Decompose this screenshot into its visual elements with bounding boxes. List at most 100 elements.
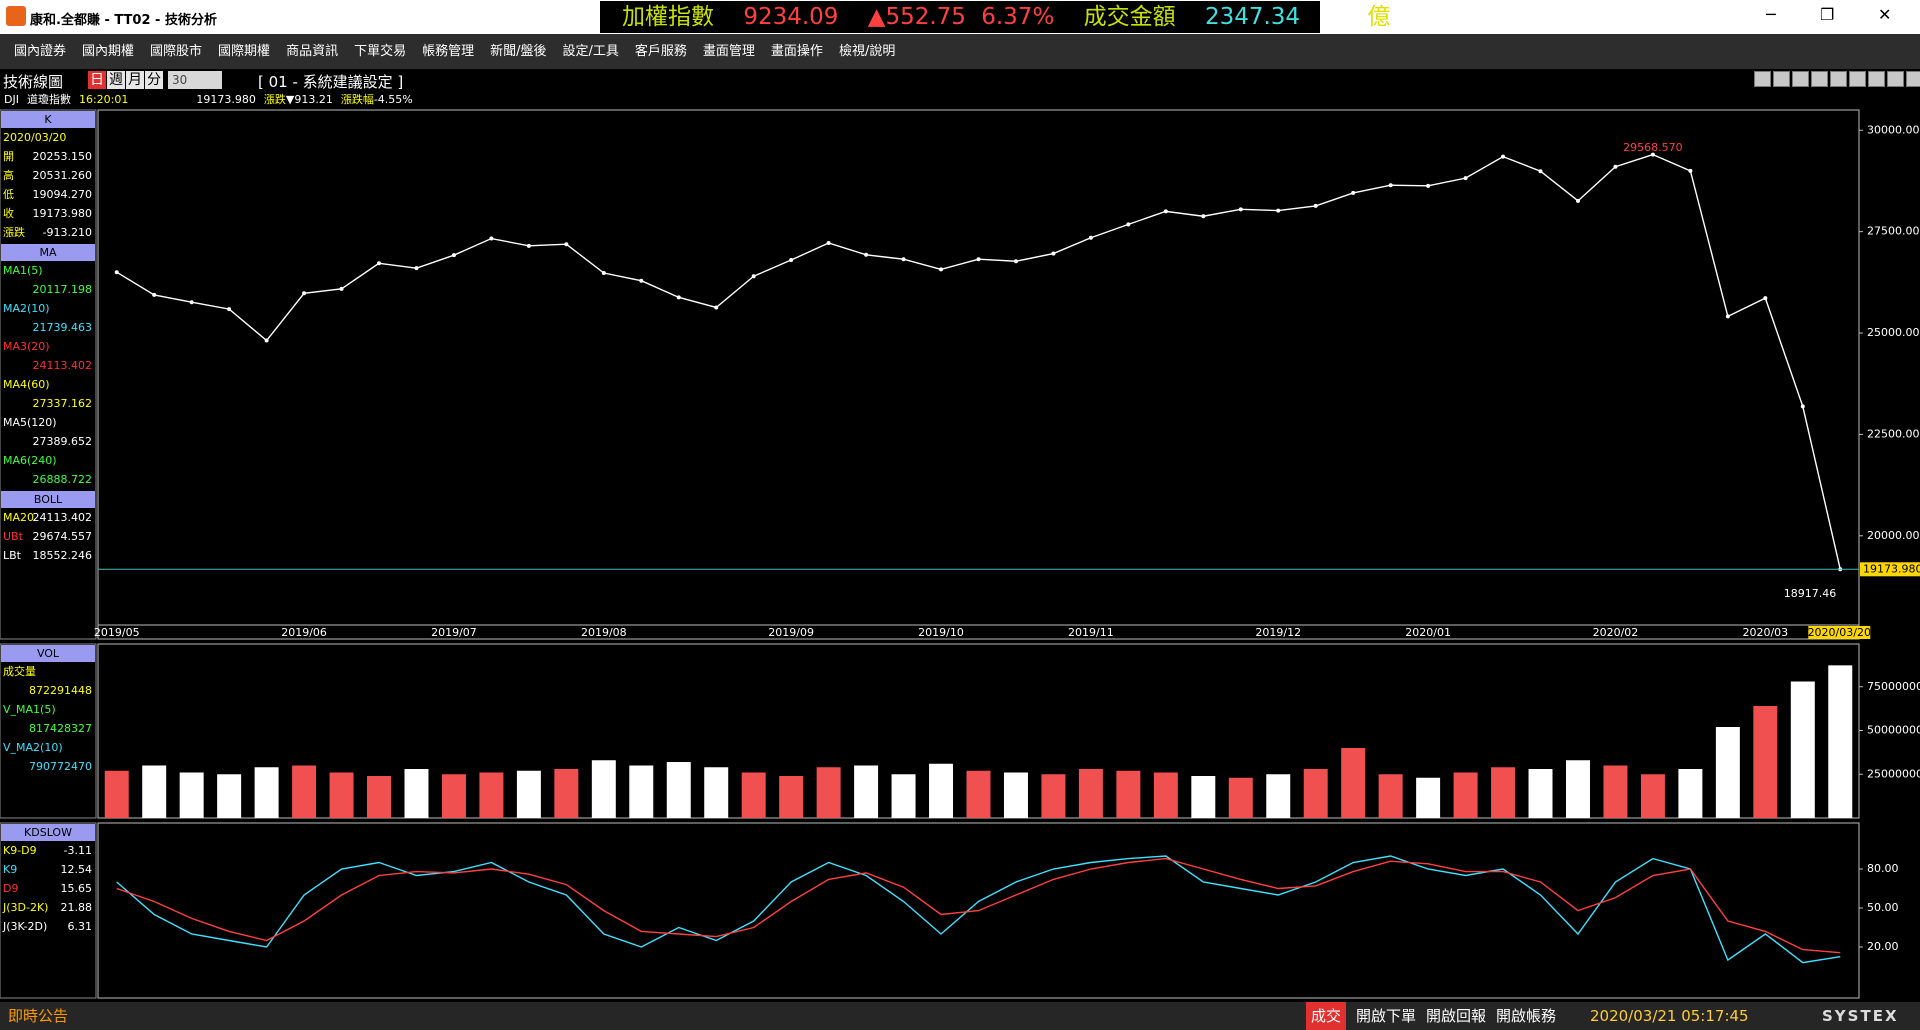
volume-bar <box>554 769 579 818</box>
price-point <box>1501 154 1506 159</box>
toolbar: 技術線圖 日週月分 30 [ 01 - 系統建議設定 ] DJI 道瓊指數 16:2… <box>0 69 1920 109</box>
menu-item[interactable]: 畫面操作 <box>770 44 823 59</box>
price-point <box>1051 251 1056 256</box>
menu-item[interactable]: 設定/工具 <box>562 44 619 59</box>
tool-button[interactable] <box>1754 71 1771 87</box>
price-point <box>789 258 794 263</box>
tool-button[interactable] <box>1849 71 1866 87</box>
notice[interactable]: 即時公告 <box>8 1007 69 1025</box>
tool-button[interactable] <box>1792 71 1809 87</box>
menu-item[interactable]: 國際期權 <box>218 44 271 59</box>
menu-item[interactable]: 國內期權 <box>82 44 135 59</box>
menu-item[interactable]: 下單交易 <box>354 44 407 59</box>
price-point <box>1313 203 1318 208</box>
menu-item[interactable]: 新聞/盤後 <box>490 44 547 59</box>
panel-frame <box>97 822 1860 999</box>
app-title: 康和.全都賺 - TT02 - 技術分析 <box>30 13 217 28</box>
tool-button[interactable] <box>1868 71 1885 87</box>
menu-item[interactable]: 帳務管理 <box>422 44 475 59</box>
x-tick-label: 2020/01 <box>1405 626 1451 639</box>
ticker-amount-label: 成交金額 <box>1083 4 1176 30</box>
volume-bar <box>516 770 541 818</box>
indicator-value: -3.11 <box>64 844 92 857</box>
price-point <box>1426 183 1431 188</box>
price-point <box>1088 235 1093 240</box>
menu-bar: 國內證券 國內期權 國際股市 國際期權 商品資訊 下單交易 帳務管理 新聞/盤後 設定/工具 客戶… <box>0 34 1920 69</box>
indicator-label: 開 <box>3 150 14 163</box>
price-point <box>864 252 869 257</box>
indicator-value: 24113.402 <box>33 359 93 372</box>
panel-frame <box>0 643 97 819</box>
toolbar-icons <box>1752 71 1920 87</box>
volume-bar <box>1228 777 1253 818</box>
price-point <box>1613 164 1618 169</box>
ticker-value: 9234.09 <box>743 4 839 30</box>
last-price-label: 19173.980 <box>1863 562 1920 575</box>
indicator-label: 收 <box>3 206 14 220</box>
app-icon <box>6 6 26 26</box>
tool-button[interactable] <box>1887 71 1904 87</box>
volume-bar <box>441 774 466 818</box>
section-header: BOLL <box>34 493 63 506</box>
volume-bar <box>367 776 392 818</box>
indicator-value: 12.54 <box>61 863 93 876</box>
tool-button[interactable] <box>1773 71 1790 87</box>
volume-bar <box>1528 769 1553 818</box>
datetime: 2020/03/21 05:17:45 <box>1590 1007 1749 1025</box>
volume-bar <box>1266 774 1291 818</box>
tool-button[interactable] <box>1830 71 1847 87</box>
panel-frame <box>0 109 97 640</box>
menu-item[interactable]: 檢視/說明 <box>838 44 896 59</box>
price-point <box>1763 296 1768 301</box>
price-point <box>339 286 344 291</box>
volume-bar <box>1041 774 1066 818</box>
price-point <box>714 305 719 310</box>
volume-bar <box>816 767 841 818</box>
section-header: VOL <box>37 647 60 660</box>
data-line <box>116 857 1841 954</box>
close-button[interactable]: ✕ <box>1878 5 1892 24</box>
section-header: MA <box>39 246 56 259</box>
chart-area: K 2020/03/20 開 20253.150 高 20531.260 低 19094.27… <box>0 109 1920 999</box>
setting-label[interactable]: [ 01 - 系統建議設定 ] <box>258 73 404 91</box>
price-point <box>414 266 419 271</box>
price-point <box>901 257 906 262</box>
interval-select[interactable]: 30 <box>168 71 222 89</box>
toolbar-title: 技術線圖 <box>3 73 64 91</box>
status-button[interactable]: 開啟下單 <box>1356 1007 1417 1025</box>
minimize-button[interactable]: ─ <box>1766 5 1776 24</box>
indicator-value: 18552.246 <box>33 549 93 562</box>
menu-item[interactable]: 國內證券 <box>14 44 67 59</box>
status-button[interactable]: 開啟帳務 <box>1496 1007 1557 1025</box>
volume-bar <box>929 763 954 818</box>
trade-indicator[interactable]: 成交 <box>1306 1002 1347 1030</box>
volume-bar <box>666 762 691 818</box>
menu-item[interactable]: 畫面管理 <box>702 44 755 59</box>
price-point <box>1650 152 1655 157</box>
period-tab[interactable]: 分 <box>145 71 163 89</box>
volume-bar <box>1678 769 1703 818</box>
menu-item[interactable]: 商品資訊 <box>286 44 339 59</box>
maximize-button[interactable]: ❐ <box>1820 5 1835 24</box>
volume-bar <box>1453 772 1478 818</box>
tool-button[interactable] <box>1811 71 1828 87</box>
menu-item[interactable]: 客戶服務 <box>634 44 687 59</box>
indicator-label: 2020/03/20 <box>3 131 66 144</box>
section-header: KDSLOW <box>24 826 72 839</box>
status-button[interactable]: 開啟回報 <box>1426 1007 1487 1025</box>
indicator-value: 24113.402 <box>33 511 93 524</box>
indicator-value: 27389.652 <box>33 435 93 448</box>
period-tab[interactable]: 週 <box>107 71 125 89</box>
menu-item[interactable]: 國際股市 <box>150 44 203 59</box>
y-tick-label: 27500.000 <box>1867 225 1920 238</box>
tool-button[interactable] <box>1906 71 1920 87</box>
x-tick-label: 2019/07 <box>431 626 477 639</box>
price-point <box>1163 209 1168 214</box>
price-point <box>189 300 194 305</box>
indicator-label: MA1(5) <box>3 264 43 277</box>
indicator-label: MA6(240) <box>3 454 57 467</box>
volume-bar <box>591 760 616 818</box>
volume-bar <box>404 769 429 818</box>
period-tab[interactable]: 日 <box>88 71 106 89</box>
period-tab[interactable]: 月 <box>126 71 144 89</box>
